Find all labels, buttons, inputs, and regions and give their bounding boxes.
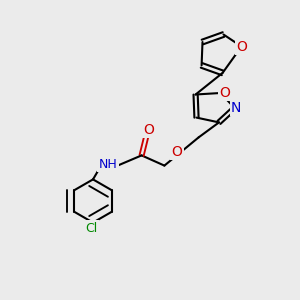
Text: O: O [172, 145, 182, 158]
Text: N: N [231, 101, 241, 115]
Text: Cl: Cl [85, 221, 98, 235]
Text: O: O [143, 123, 154, 137]
Text: O: O [220, 86, 230, 100]
Text: NH: NH [99, 158, 117, 171]
Text: O: O [236, 40, 247, 53]
